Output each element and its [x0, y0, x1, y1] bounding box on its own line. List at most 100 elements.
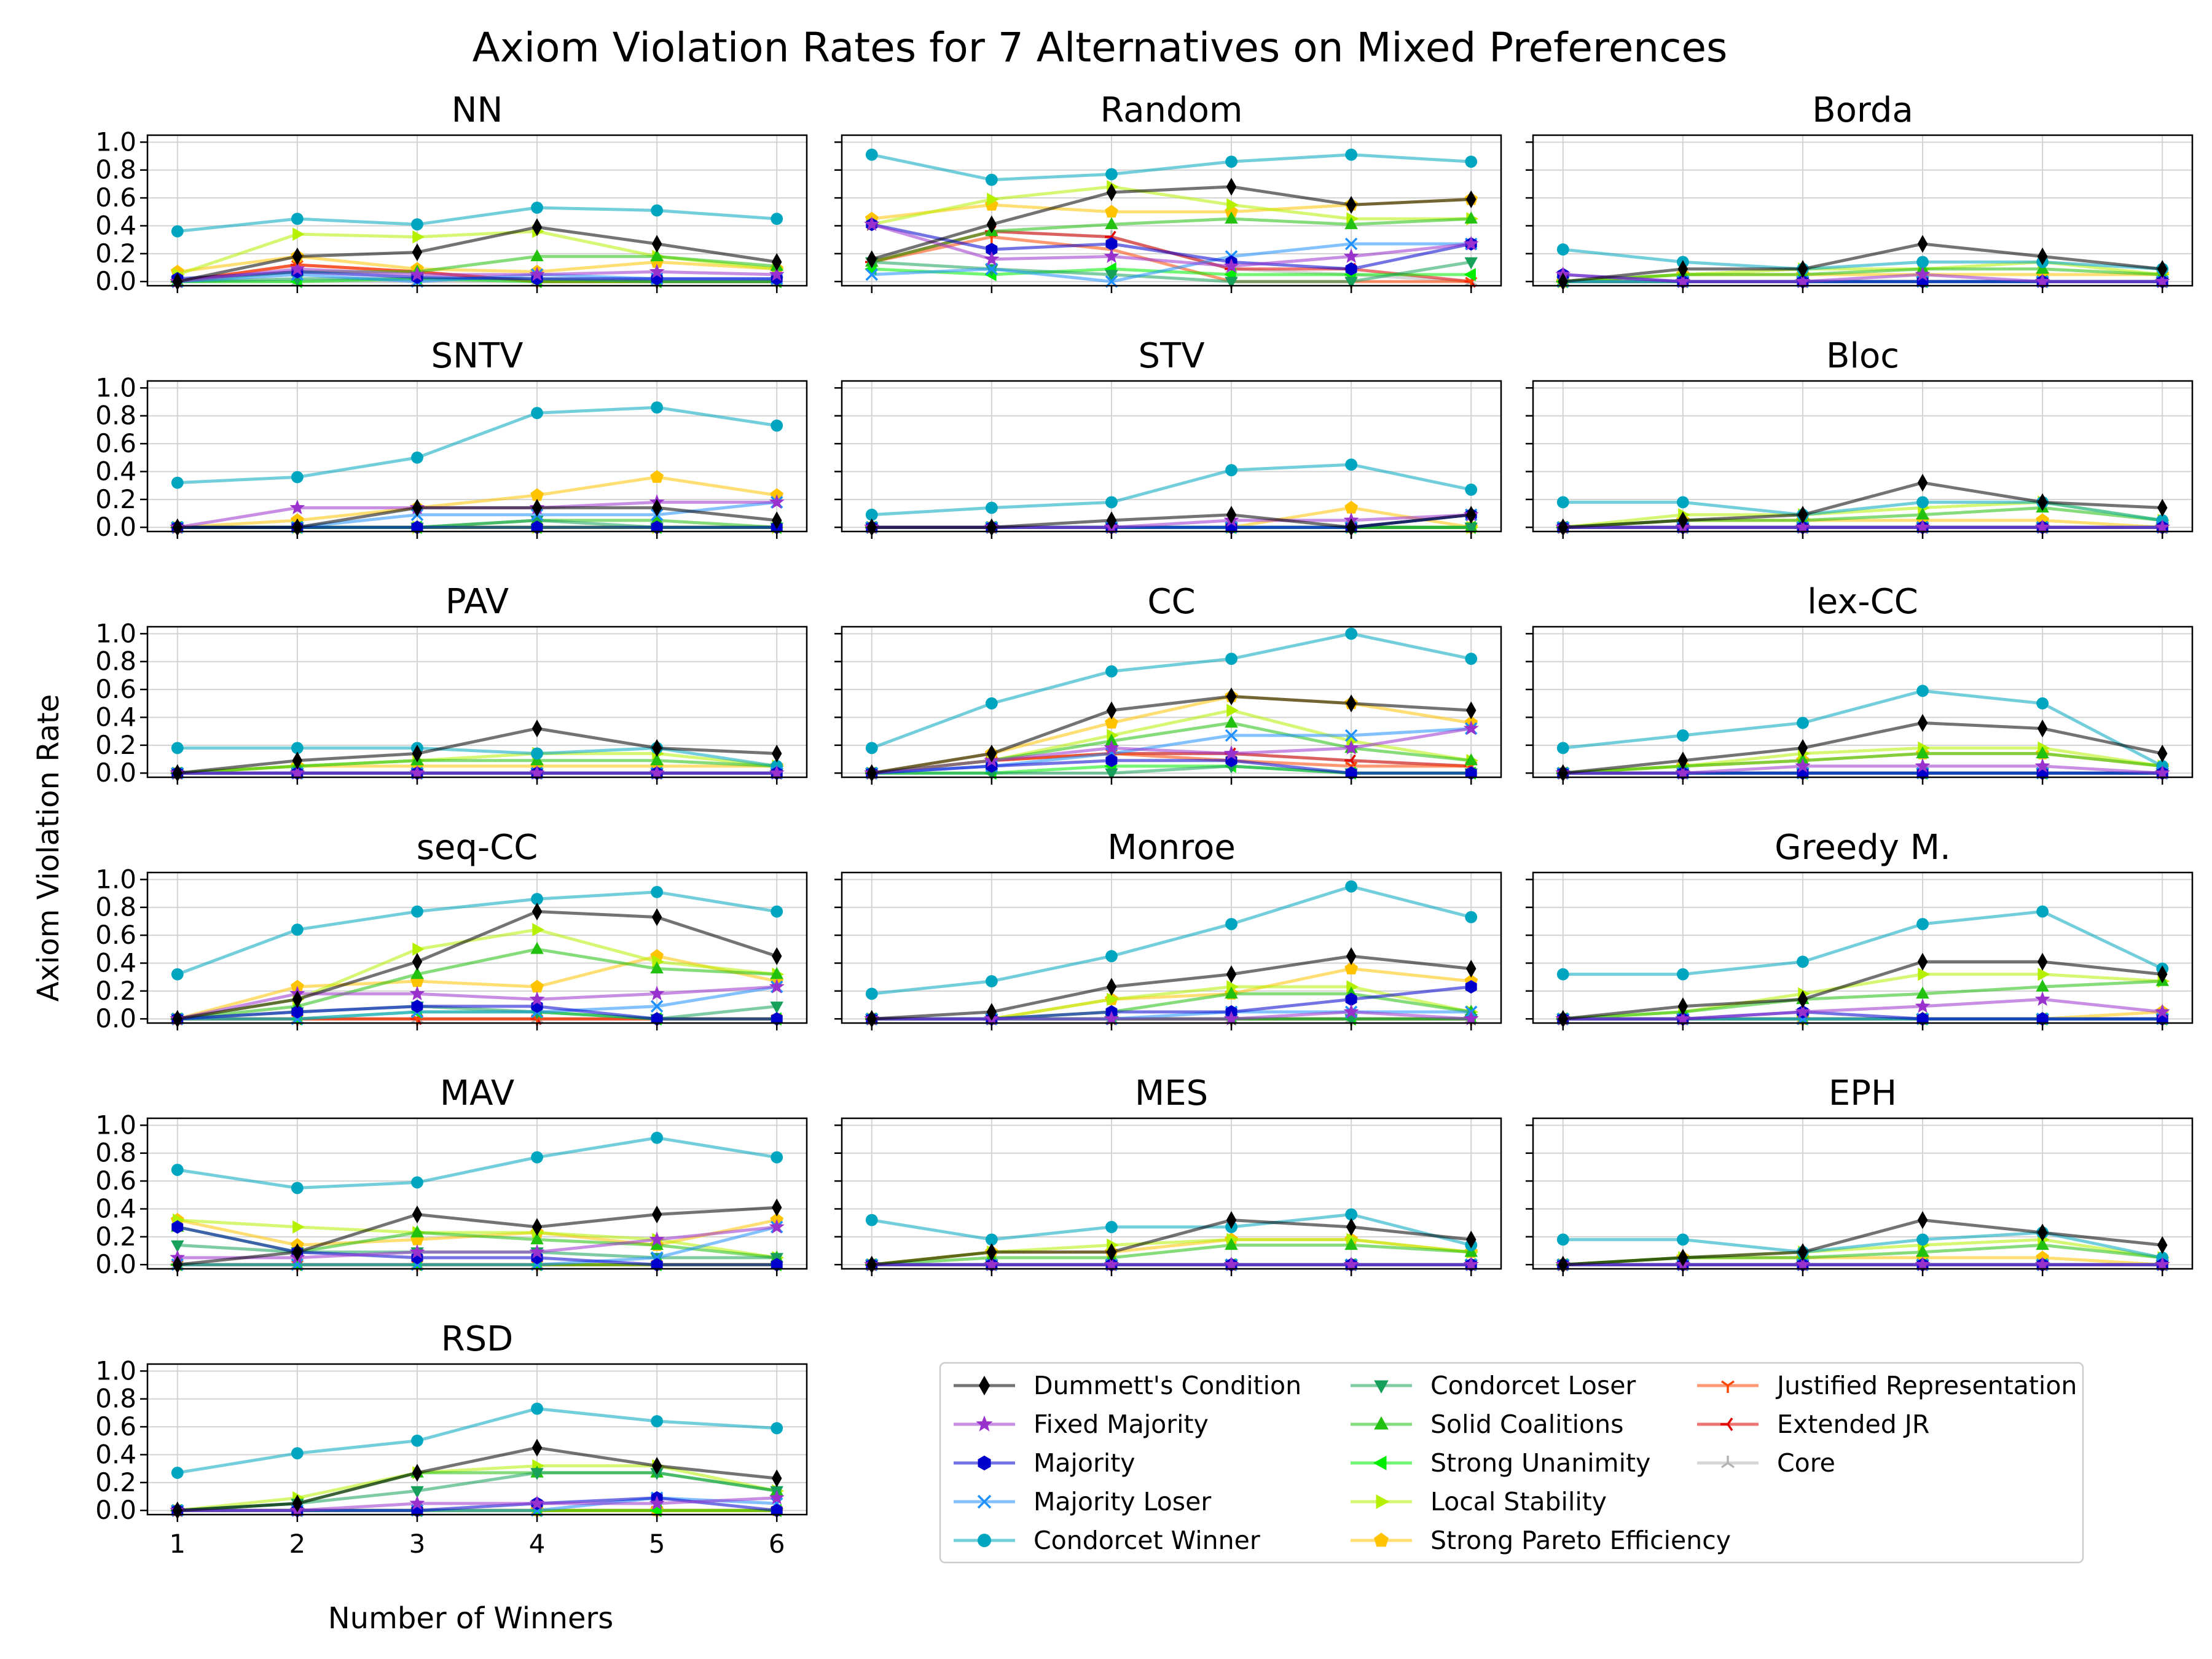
data-point — [291, 924, 304, 936]
y-tick-label: 0.8 — [95, 1384, 136, 1414]
series-fixed-majority — [170, 978, 785, 1026]
data-point — [1677, 997, 1688, 1016]
data-point — [2037, 720, 2048, 738]
series-condorcet-winner — [865, 458, 1478, 521]
data-point — [1463, 235, 1479, 251]
legend-frame — [939, 1362, 2084, 1564]
series-condorcet-winner — [865, 627, 1478, 755]
data-point — [649, 765, 665, 780]
data-point — [1104, 1257, 1120, 1271]
legend-marker — [977, 1494, 992, 1509]
axes-frame — [1532, 134, 2194, 287]
data-point — [651, 1205, 662, 1224]
series-line — [871, 954, 1472, 1021]
data-point — [409, 765, 425, 780]
series-condorcet-winner — [171, 401, 783, 489]
data-point — [1345, 992, 1357, 1006]
data-point — [1463, 720, 1479, 735]
series-line — [1563, 689, 2163, 768]
data-point — [1916, 986, 1929, 999]
data-point — [1345, 880, 1358, 893]
data-point — [1463, 1011, 1479, 1026]
series-line — [871, 463, 1472, 517]
data-point — [1916, 746, 1929, 759]
data-point — [2034, 273, 2050, 288]
legend-marker — [978, 1375, 990, 1396]
data-point — [1465, 980, 1477, 994]
axes-frame — [841, 380, 1502, 533]
data-point — [412, 744, 423, 763]
subplot-monroe: Monroe — [834, 828, 1502, 1030]
data-point — [1107, 992, 1119, 1006]
data-point — [2154, 765, 2170, 780]
data-point — [291, 1005, 304, 1019]
y-tick-label: 1.0 — [95, 618, 136, 648]
data-point — [1797, 1243, 1808, 1261]
data-point — [772, 253, 782, 271]
legend-entry-dummett-s-condition: Dummett's Condition — [954, 1371, 1301, 1400]
series-line — [177, 1005, 777, 1021]
data-point — [1105, 168, 1118, 181]
legend-marker — [1376, 1494, 1390, 1509]
data-point — [865, 742, 878, 755]
data-point — [1343, 248, 1359, 263]
y-tick-label: 0.6 — [95, 182, 136, 213]
series-line — [1563, 242, 2163, 283]
data-point — [409, 986, 425, 1000]
data-point — [2036, 979, 2049, 992]
data-point — [1916, 1233, 1929, 1246]
legend-label: Majority — [1033, 1448, 1135, 1478]
figure-title: Axiom Violation Rates for 7 Alternatives… — [473, 24, 1728, 71]
data-point — [1223, 745, 1239, 761]
data-point — [1346, 1218, 1357, 1236]
subplot-greedy-m: Greedy M. — [1526, 828, 2194, 1030]
data-point — [1463, 1257, 1479, 1271]
data-point — [650, 470, 664, 483]
data-point — [2037, 952, 2048, 971]
series-line — [177, 1225, 777, 1266]
y-tick-label: 0.0 — [95, 758, 136, 788]
data-point — [1106, 701, 1117, 720]
y-tick-label: 0.6 — [95, 920, 136, 950]
data-point — [1795, 273, 1811, 288]
data-point — [532, 923, 544, 936]
data-point — [531, 1218, 543, 1236]
data-point — [409, 1495, 425, 1510]
y-tick-label: 0.4 — [95, 702, 136, 732]
data-point — [171, 968, 184, 981]
axes-frame — [1532, 626, 2194, 779]
data-point — [2036, 905, 2049, 918]
data-point — [2036, 1237, 2049, 1250]
subplot-title: seq-CC — [417, 828, 538, 868]
series-condorcet-winner — [865, 148, 1478, 186]
data-point — [1917, 713, 1928, 732]
data-point — [772, 744, 782, 763]
legend-entry-condorcet-winner: Condorcet Winner — [954, 1526, 1260, 1555]
series-line — [1563, 1218, 2163, 1266]
data-point — [1797, 990, 1808, 1008]
subplot-pav: 0.00.20.40.60.81.0 PAV — [95, 582, 808, 788]
plot-area — [1533, 873, 2192, 1023]
data-point — [651, 498, 662, 517]
subplot-title: NN — [452, 90, 503, 130]
data-point — [412, 1205, 423, 1224]
data-point — [1105, 665, 1118, 678]
series-line — [871, 235, 1472, 283]
series-line — [871, 1213, 1472, 1247]
data-point — [984, 251, 1000, 266]
subplot-rsd: 0.00.20.40.60.81.0 1 2 3 4 5 6 RSD — [95, 1319, 808, 1559]
data-point — [1226, 198, 1239, 212]
y-tick-label: 0.8 — [95, 155, 136, 185]
series-condorcet-winner — [171, 1402, 783, 1479]
axes-frame — [841, 1117, 1502, 1270]
subplot-borda: Borda — [1526, 90, 2194, 293]
data-point — [1464, 257, 1478, 270]
y-tick-label: 1.0 — [95, 1110, 136, 1140]
axes-frame — [146, 871, 808, 1024]
data-point — [1465, 653, 1478, 665]
data-point — [1225, 464, 1237, 477]
data-point — [772, 947, 782, 965]
series-fixed-majority — [1555, 266, 2170, 288]
data-point — [2034, 1257, 2050, 1271]
series-dummett-s-condition — [172, 1198, 782, 1274]
